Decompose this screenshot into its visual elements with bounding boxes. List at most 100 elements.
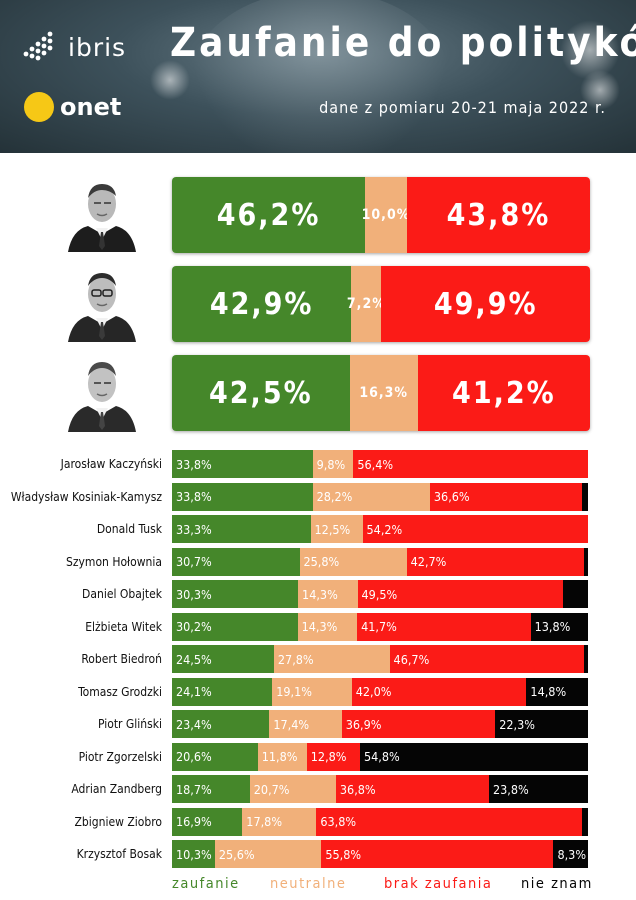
politician-segment-neutralne: 11,8%	[257, 742, 307, 771]
politician-value-label: 14,8%	[530, 684, 567, 699]
politician-bar-10: 20,6% 11,8% 12,8% 54,8%	[172, 742, 588, 771]
politician-value-label: 63,8%	[320, 814, 357, 829]
politician-value-label: 13,8%	[534, 619, 571, 634]
politician-name: Adrian Zandberg	[71, 782, 162, 796]
politician-segment-neutralne: 19,1%	[272, 677, 352, 706]
light-spot	[150, 60, 190, 100]
politician-value-label: 36,8%	[339, 781, 376, 797]
politician-segment-brak-zaufania: 36,8%	[335, 775, 489, 803]
legend-neutralne: neutralne	[270, 876, 347, 892]
politician-segment-nie-znam: 14,8%	[526, 677, 588, 706]
politician-bar-8: 24,1% 19,1% 42,0% 14,8%	[172, 677, 588, 706]
politician-segment-zaufanie: 24,1%	[172, 677, 273, 706]
top-row-segment-neutralne: 16,3%	[349, 355, 418, 431]
politician-segment-nie-znam	[583, 645, 588, 673]
politician-segment-brak-zaufania: 56,4%	[353, 450, 588, 478]
light-spot	[580, 70, 620, 110]
politician-segment-neutralne: 25,8%	[299, 547, 407, 576]
top-row-segment-brak-zaufania: 49,9%	[381, 266, 590, 342]
politician-value-label: 24,5%	[176, 651, 212, 667]
politician-value-label: 14,3%	[302, 586, 338, 602]
politician-segment-neutralne: 27,8%	[273, 645, 390, 673]
politician-value-label: 55,8%	[325, 846, 362, 862]
top-row-segment-neutralne: 7,2%	[347, 266, 385, 342]
politician-segment-nie-znam: 23,8%	[488, 775, 588, 803]
politician-value-label: 25,8%	[303, 554, 340, 569]
politician-segment-brak-zaufania: 12,8%	[306, 742, 360, 771]
politician-value-label: 36,6%	[433, 489, 470, 504]
politician-name: Donald Tusk	[96, 522, 162, 536]
page-title: Zaufanie do polityków	[170, 20, 636, 66]
top-row-bar-3: 42,5% 16,3% 41,2%	[172, 355, 590, 431]
politician-bar-7: 24,5% 27,8% 46,7%	[172, 645, 588, 673]
politician-value-label: 8,3%	[557, 846, 587, 862]
politician-bar-3: 33,3% 12,5% 54,2%	[172, 515, 588, 543]
politician-segment-zaufanie: 30,7%	[172, 547, 300, 576]
politician-value-label: 25,6%	[218, 846, 255, 862]
politician-segment-neutralne: 17,4%	[269, 710, 342, 738]
politician-segment-zaufanie: 16,9%	[172, 807, 243, 836]
politician-bar-12: 16,9% 17,8% 63,8%	[172, 807, 588, 836]
politician-segment-nie-znam: 22,3%	[495, 710, 588, 738]
politician-value-label: 16,9%	[176, 814, 212, 829]
politician-segment-neutralne: 17,8%	[242, 807, 317, 836]
page-subtitle: dane z pomiaru 20-21 maja 2022 r.	[319, 98, 606, 117]
politician-value-label: 54,8%	[364, 749, 400, 764]
politician-value-label: 20,7%	[253, 781, 290, 797]
legend-brak-zaufania: brak zaufania	[384, 876, 493, 892]
politician-bar-6: 30,2% 14,3% 41,7% 13,8%	[172, 612, 588, 641]
politician-value-label: 17,8%	[246, 814, 283, 829]
politician-segment-zaufanie: 23,4%	[172, 710, 270, 738]
legend-nie-znam: nie znam	[521, 876, 593, 892]
politician-value-label: 18,7%	[176, 781, 212, 797]
politician-name: Zbigniew Ziobro	[74, 814, 162, 829]
ibris-logo: ibris	[20, 30, 126, 64]
politician-value-label: 23,8%	[492, 781, 529, 797]
politician-bar-4: 30,7% 25,8% 42,7%	[172, 547, 588, 576]
politician-segment-brak-zaufania: 41,7%	[357, 612, 531, 641]
politician-value-label: 56,4%	[357, 456, 394, 472]
politician-segment-neutralne: 28,2%	[312, 482, 430, 511]
politician-value-label: 22,3%	[499, 716, 535, 732]
top-row-value-label: 42,9%	[209, 286, 314, 322]
politician-value-label: 24,1%	[176, 684, 212, 699]
politician-value-label: 33,3%	[176, 521, 212, 537]
header-banner: ibris onet Zaufanie do polityków dane z …	[0, 0, 636, 153]
politician-bar-9: 23,4% 17,4% 36,9% 22,3%	[172, 710, 588, 738]
politician-bar-2: 33,8% 28,2% 36,6%	[172, 482, 588, 511]
politician-segment-zaufanie: 18,7%	[172, 775, 250, 803]
politician-segment-neutralne: 9,8%	[312, 450, 354, 478]
top-row-segment-brak-zaufania: 41,2%	[417, 355, 590, 431]
portrait-photo-1	[66, 174, 138, 252]
speaker-silhouette	[190, 0, 450, 153]
top-row-value-label: 7,2%	[346, 296, 386, 312]
politician-value-label: 33,8%	[176, 489, 212, 504]
politician-segment-zaufanie: 24,5%	[172, 645, 274, 673]
politician-segment-nie-znam	[583, 547, 588, 576]
portrait-photo-3	[66, 354, 138, 432]
politician-segment-brak-zaufania: 42,0%	[351, 677, 527, 706]
politician-value-label: 9,8%	[316, 456, 346, 472]
politician-value-label: 41,7%	[361, 619, 397, 634]
politician-name: Piotr Zgorzelski	[78, 749, 162, 764]
onet-wordmark: onet	[60, 93, 122, 121]
top-row-value-label: 42,5%	[209, 375, 313, 411]
politician-value-label: 46,7%	[393, 651, 430, 667]
politician-value-label: 30,3%	[176, 586, 212, 602]
politician-bar-1: 33,8% 9,8% 56,4%	[172, 450, 588, 478]
politician-value-label: 54,2%	[366, 521, 403, 537]
politician-segment-brak-zaufania: 49,5%	[357, 580, 564, 608]
top-row-value-label: 49,9%	[433, 286, 538, 322]
politician-bar-11: 18,7% 20,7% 36,8% 23,8%	[172, 775, 588, 803]
legend-zaufanie: zaufanie	[172, 876, 240, 892]
top-row-value-label: 43,8%	[446, 197, 551, 233]
politician-bar-13: 10,3% 25,6% 55,8% 8,3%	[172, 840, 588, 868]
top-row-segment-zaufanie: 42,5%	[172, 355, 350, 431]
politician-segment-brak-zaufania: 46,7%	[389, 645, 584, 673]
politician-segment-neutralne: 12,5%	[310, 515, 363, 543]
portrait-photo-2	[66, 264, 138, 342]
top-row-segment-zaufanie: 46,2%	[172, 177, 366, 253]
politician-value-label: 36,9%	[345, 716, 382, 732]
politician-value-label: 12,8%	[310, 749, 347, 764]
politician-name: Robert Biedroń	[81, 652, 162, 666]
